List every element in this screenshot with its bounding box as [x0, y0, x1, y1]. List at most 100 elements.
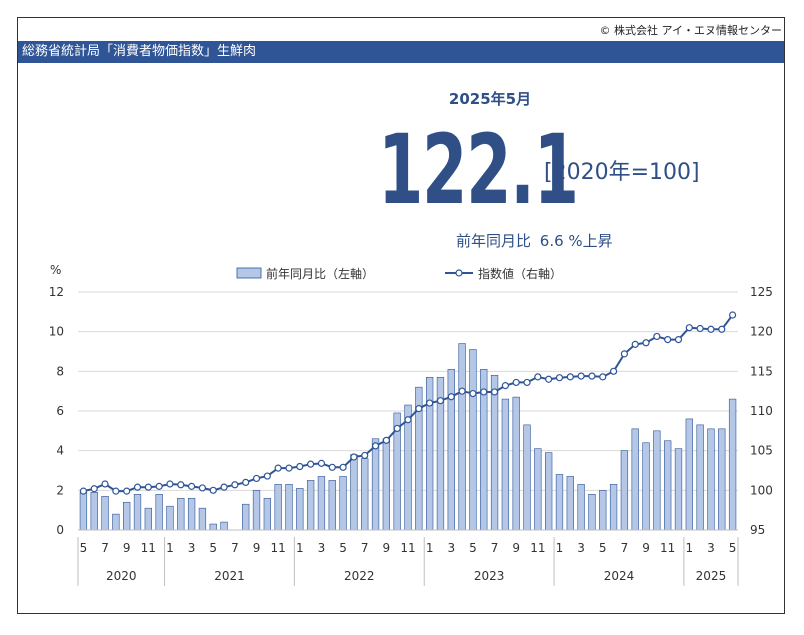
line-index-point	[512, 378, 520, 387]
left-axis-tick-label: 2	[56, 483, 64, 497]
bar-yoy	[707, 428, 715, 531]
line-index-point	[523, 378, 531, 387]
bar-yoy	[718, 428, 726, 531]
line-index-point	[188, 482, 196, 490]
line-index-point	[307, 460, 315, 468]
left-axis-tick-label: 0	[56, 523, 64, 537]
bar-yoy	[566, 476, 574, 531]
line-index-point	[631, 340, 639, 348]
left-axis-tick-label: 8	[56, 364, 64, 378]
line-index-point	[404, 416, 412, 424]
right-axis-tick-label: 110	[750, 404, 773, 418]
line-index-point	[718, 325, 726, 333]
line-index-point	[350, 453, 358, 461]
bar-yoy	[112, 513, 120, 531]
line-index-point	[707, 325, 715, 333]
line-index-point	[296, 462, 304, 471]
bar-yoy	[79, 492, 88, 531]
bar-yoy	[144, 507, 152, 531]
bar-yoy	[133, 493, 142, 531]
chart-title-bar: 総務省統計局「消費者物価指数」生鮮肉	[18, 41, 784, 63]
bar-yoy	[555, 474, 564, 531]
line-index-point	[534, 373, 542, 381]
x-axis-year-label: 2025	[696, 569, 727, 583]
yoy-value: 6.6 %上昇	[539, 232, 613, 250]
x-axis-month-label: 5	[339, 541, 347, 555]
bar-yoy	[361, 458, 369, 531]
bar-yoy	[599, 490, 607, 531]
line-index-point	[123, 487, 131, 495]
bar-yoy	[642, 442, 650, 531]
bar-yoy	[123, 501, 131, 531]
bar-yoy	[177, 497, 185, 531]
right-axis-tick-label: 120	[750, 325, 773, 339]
x-axis-month-label: 1	[296, 541, 304, 555]
x-axis-month-label: 3	[188, 541, 196, 555]
legend-line-marker	[455, 269, 463, 277]
left-axis-tick-label: 12	[49, 285, 64, 299]
bar-yoy	[371, 438, 380, 531]
bar-yoy	[545, 452, 553, 531]
line-index-point	[155, 482, 163, 490]
legend-bar-swatch	[236, 267, 262, 279]
x-axis-month-label: 5	[469, 541, 477, 555]
x-axis-month-label: 11	[400, 541, 415, 555]
line-index-point	[566, 373, 574, 381]
line-index-point	[90, 485, 98, 493]
bar-yoy	[198, 507, 207, 531]
right-axis-tick-label: 115	[750, 364, 773, 378]
bar-yoy	[501, 398, 510, 531]
copyright-text: © 株式会社 アイ・エヌ情報センター	[599, 24, 782, 37]
line-index-point	[599, 373, 607, 381]
line-index-point	[317, 459, 326, 467]
left-axis-tick-label: 4	[56, 444, 64, 458]
x-axis-month-label: 1	[556, 541, 564, 555]
bar-yoy	[458, 343, 466, 531]
line-index-point	[620, 350, 628, 358]
line-index-point	[490, 388, 499, 396]
x-axis-month-label: 5	[599, 541, 607, 555]
left-axis-tick-label: 10	[49, 325, 64, 339]
line-index-point	[285, 464, 293, 472]
line-index-point	[653, 332, 661, 341]
bar-yoy	[728, 398, 737, 531]
bar-yoy	[101, 495, 109, 531]
x-axis-month-label: 7	[491, 541, 499, 555]
chart-frame	[17, 17, 785, 614]
bar-yoy	[577, 484, 585, 531]
yoy-label: 前年同月比	[456, 232, 532, 250]
x-axis-month-label: 3	[707, 541, 715, 555]
line-index-point	[458, 387, 466, 395]
x-axis-year-label: 2024	[604, 569, 635, 583]
line-index-point	[361, 451, 369, 460]
x-axis-month-label: 3	[447, 541, 455, 555]
line-index-point	[231, 481, 239, 489]
bar-yoy	[620, 450, 629, 531]
x-axis-month-label: 7	[101, 541, 109, 555]
x-axis-month-label: 5	[729, 541, 737, 555]
bar-yoy	[166, 505, 174, 531]
x-axis-month-label: 9	[383, 541, 391, 555]
x-axis-month-label: 5	[80, 541, 88, 555]
bar-yoy	[90, 492, 98, 531]
bar-yoy	[328, 480, 336, 531]
line-index-point	[609, 367, 618, 375]
line-index-point	[555, 374, 564, 382]
x-axis-month-label: 3	[577, 541, 585, 555]
x-axis-month-label: 9	[642, 541, 650, 555]
bar-yoy	[285, 484, 293, 531]
line-index-point	[577, 372, 585, 380]
x-axis-month-label: 7	[361, 541, 369, 555]
bar-yoy	[155, 493, 163, 531]
bar-yoy	[631, 428, 639, 531]
line-index-point	[144, 483, 152, 491]
right-axis-tick-label: 105	[750, 444, 773, 458]
line-index-point	[371, 442, 380, 450]
bar-yoy	[588, 493, 596, 531]
line-index-point	[101, 480, 109, 488]
bar-yoy	[317, 476, 326, 531]
bar-yoy	[653, 430, 661, 531]
line-index-point	[252, 474, 261, 483]
line-index-point	[415, 405, 423, 413]
